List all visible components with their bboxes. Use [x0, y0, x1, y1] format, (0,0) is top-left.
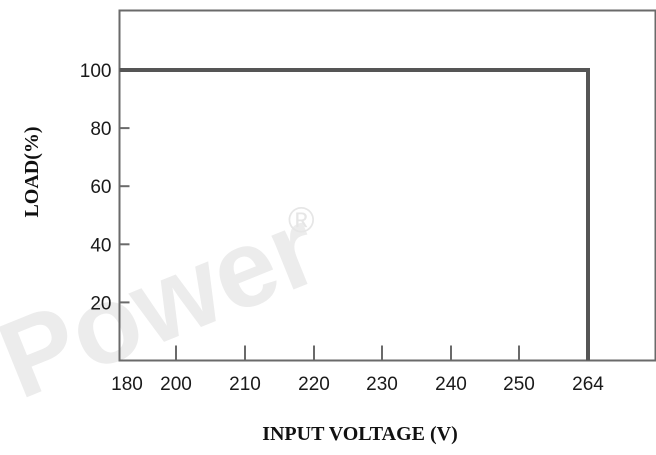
- watermark-registered-mark: ®: [288, 199, 315, 240]
- y-tick-label: 20: [90, 293, 111, 314]
- x-tick-label: 180: [111, 374, 143, 395]
- x-tick-label: 250: [503, 374, 535, 395]
- y-axis-title: LOAD(%): [21, 126, 43, 217]
- x-tick-label: 240: [435, 374, 467, 395]
- x-tick-label: 210: [229, 374, 261, 395]
- y-tick-label: 60: [90, 177, 111, 198]
- series-line: [119, 68, 590, 361]
- x-axis-title: INPUT VOLTAGE (V): [262, 423, 458, 445]
- x-tick-label: 264: [572, 374, 604, 395]
- series-layer: [119, 68, 590, 361]
- x-tick-label: 220: [298, 374, 330, 395]
- y-axis-ticks: 20 40 60 80 100: [80, 61, 130, 314]
- y-tick-label: 100: [80, 61, 112, 82]
- y-tick-label: 80: [90, 119, 111, 140]
- x-tick-label: 200: [160, 374, 192, 395]
- x-tick-label: 230: [366, 374, 398, 395]
- y-tick-label: 40: [90, 235, 111, 256]
